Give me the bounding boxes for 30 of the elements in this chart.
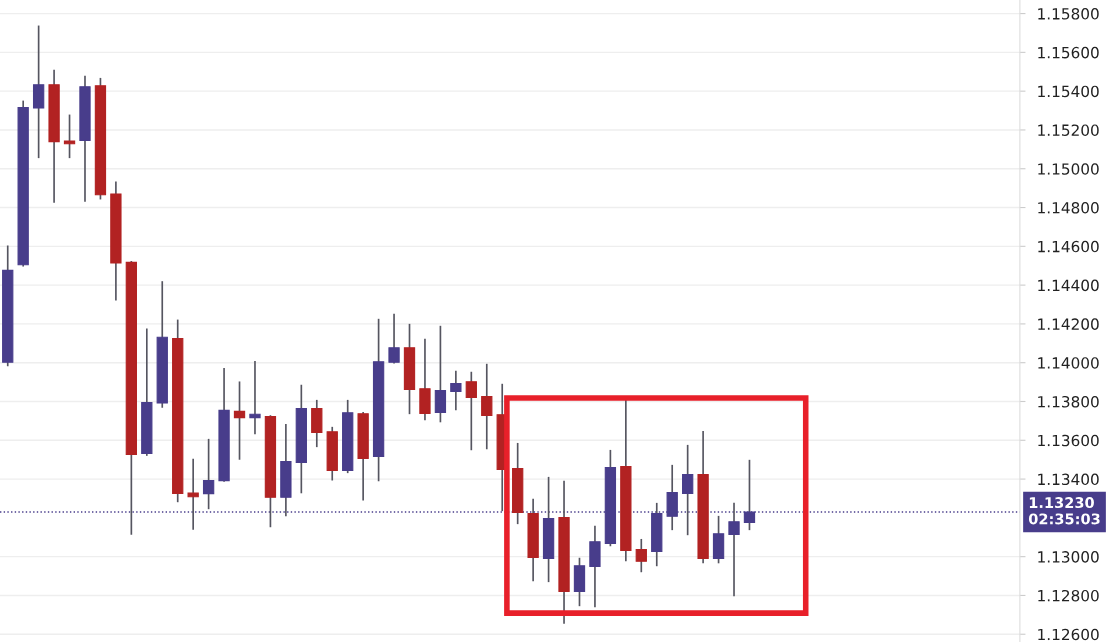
candlestick: [465, 371, 477, 451]
candlestick: [388, 313, 400, 364]
candlestick: [187, 458, 199, 530]
candlestick: [635, 538, 647, 573]
y-tick-label: 1.13400: [1038, 473, 1099, 486]
candlestick: [32, 25, 45, 159]
candlestick: [311, 399, 323, 448]
y-tick-label: 1.13600: [1038, 434, 1099, 447]
y-tick-label: 1.14200: [1038, 318, 1099, 330]
candlestick: [63, 114, 76, 159]
y-tick-label: 1.15600: [1038, 46, 1099, 59]
y-tick-label: 1.13000: [1038, 551, 1099, 563]
candlestick: [249, 360, 261, 435]
y-tick-label: 1.14800: [1038, 202, 1099, 214]
y-tick-label: 1.14400: [1038, 279, 1099, 292]
ref-line-label: 1.13230 02:35:03: [1028, 497, 1100, 525]
y-tick-label: 1.14600: [1038, 240, 1099, 253]
candlestick: [233, 381, 246, 460]
y-tick-label: 1.12800: [1038, 589, 1099, 602]
y-tick-label: 1.13800: [1038, 395, 1099, 408]
y-tick-label: 1.12600: [1038, 628, 1099, 641]
candlestick: [434, 325, 447, 423]
y-tick-label: 1.15000: [1038, 163, 1099, 175]
y-tick-label: 1.14000: [1038, 357, 1099, 369]
candlestick: [450, 370, 462, 411]
y-tick-label: 1.15200: [1038, 124, 1099, 136]
candlestick: [481, 363, 493, 450]
y-tick-label: 1.15400: [1038, 85, 1099, 98]
y-tick-label: 1.15800: [1038, 8, 1099, 20]
candlestick: [202, 438, 215, 510]
